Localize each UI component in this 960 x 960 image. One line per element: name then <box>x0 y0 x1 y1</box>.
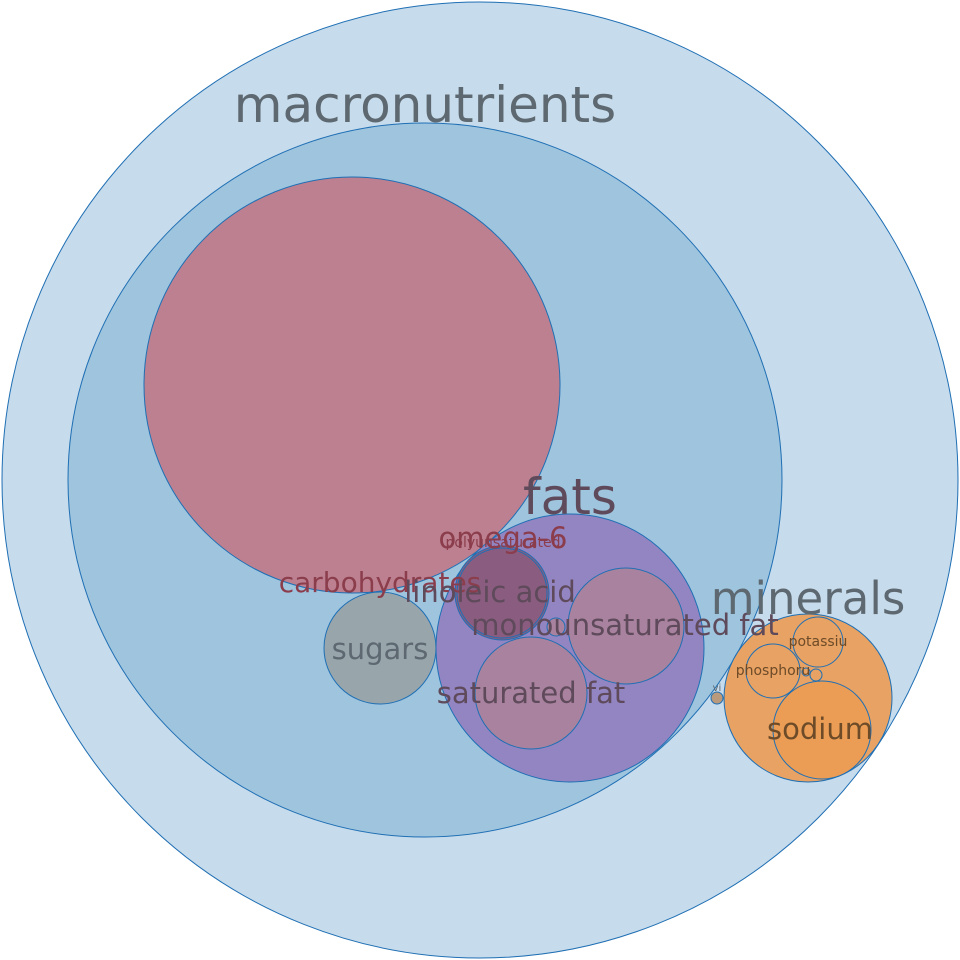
monounsaturated-label: monounsaturated fat <box>471 608 778 642</box>
vitamins-label: vi <box>713 683 722 694</box>
potassium-label: potassiu <box>789 634 848 650</box>
linoleic-acid-label: linoleic acid <box>404 575 576 609</box>
minerals-label: minerals <box>711 572 906 625</box>
phosphorus-label: phosphoru <box>736 663 811 679</box>
saturated-fat-circle <box>474 636 588 750</box>
carbohydrates-circle <box>143 176 561 594</box>
sodium-circle <box>772 680 872 780</box>
saturated-fat-label: saturated fat <box>437 676 626 710</box>
polyunsaturated-label: polyunsaturated <box>446 535 561 551</box>
monounsaturated-circle <box>567 567 685 685</box>
potassium-circle <box>792 616 844 668</box>
fats-label: fats <box>523 468 617 526</box>
carbohydrates-label: carbohydrates <box>279 566 482 599</box>
sodium-label: sodium <box>767 712 873 746</box>
small-mineral-circle-a <box>809 668 823 682</box>
omega-6-label: omega-6 <box>439 521 568 555</box>
small-mineral-circle-b <box>801 667 811 677</box>
vitamins-circle <box>710 691 724 705</box>
macronutrients-label: macronutrients <box>234 76 616 134</box>
phosphorus-circle <box>745 643 801 699</box>
sugars-label: sugars <box>332 632 429 666</box>
linoleic-acid-circle <box>456 547 548 639</box>
small-fat-circle <box>546 617 566 637</box>
